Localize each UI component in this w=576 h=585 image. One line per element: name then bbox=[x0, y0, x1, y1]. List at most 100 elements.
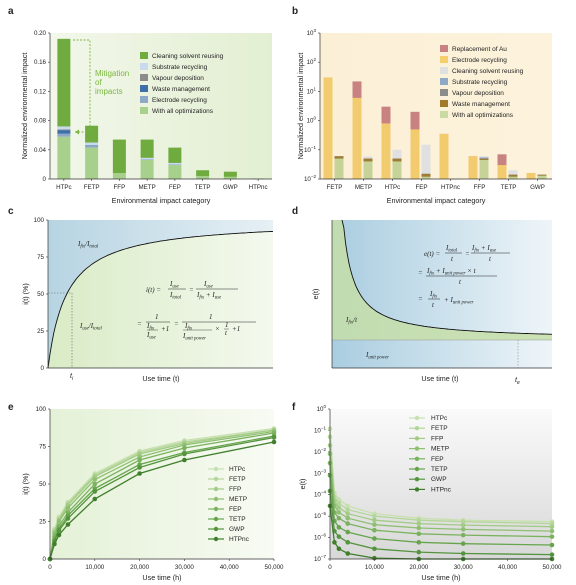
panel-c-marker: ti bbox=[70, 371, 74, 382]
series-point bbox=[416, 525, 422, 531]
bar-segment bbox=[57, 136, 71, 179]
panel-f-ytick-label: 10−1 bbox=[314, 425, 327, 434]
series-point bbox=[345, 503, 351, 509]
series-point bbox=[182, 451, 187, 457]
bar-segment bbox=[85, 145, 99, 147]
panel-f-xtick-label: 50,000 bbox=[543, 564, 562, 571]
legend-swatch bbox=[440, 45, 448, 52]
legend-marker bbox=[414, 436, 420, 441]
bar-segment bbox=[85, 146, 99, 148]
panel-b-ytick-label: 100 bbox=[307, 116, 317, 125]
series-point bbox=[92, 477, 98, 482]
panel-label-b: b bbox=[292, 6, 298, 17]
legend-label: Substrate recycling bbox=[152, 64, 208, 71]
panel-e-xtick-label: 30,000 bbox=[175, 564, 194, 571]
bar-segment bbox=[508, 176, 518, 179]
panel-f-ylabel: e(t) bbox=[298, 479, 307, 490]
panel-e-xtick-label: 20,000 bbox=[130, 564, 149, 571]
panel-d-marker: te bbox=[515, 375, 520, 386]
svg-text:1: 1 bbox=[209, 313, 213, 321]
bar-segment bbox=[168, 162, 182, 165]
panel-f-legend: HTPc FETP FFP METP FEP TETP GWP HTPnc bbox=[409, 415, 452, 493]
svg-text:Ifix: Ifix bbox=[184, 322, 193, 332]
panel-b-xtick-label: GWP bbox=[530, 184, 545, 191]
bar-segment bbox=[421, 144, 431, 179]
bar-segment bbox=[168, 165, 182, 179]
panel-e-ytick-label: 0 bbox=[43, 556, 47, 563]
panel-a-ylabel: Normalized environmental impact bbox=[20, 53, 29, 160]
legend-marker bbox=[414, 466, 420, 472]
bar-segment bbox=[526, 173, 536, 179]
panel-c-ytick-label: 100 bbox=[34, 217, 45, 224]
legend-marker bbox=[414, 446, 420, 451]
legend-label: FFP bbox=[431, 435, 443, 442]
legend-marker bbox=[213, 476, 219, 482]
bar-segment bbox=[410, 129, 420, 179]
bar-segment bbox=[57, 133, 71, 137]
legend-swatch bbox=[440, 56, 448, 63]
panel-e-legend: HTPc FETP FFP METP FEP TETP GWP HTPnc bbox=[208, 466, 250, 543]
series-point bbox=[549, 521, 555, 526]
bar-segment bbox=[223, 176, 237, 179]
bar-segment bbox=[85, 147, 99, 179]
svg-text:i(t) =: i(t) = bbox=[146, 286, 161, 294]
series-point bbox=[345, 529, 351, 535]
bar-segment bbox=[57, 130, 71, 134]
panel-b-xlabel: Environmental impact category bbox=[387, 196, 486, 205]
legend-label: With all optimizations bbox=[152, 108, 214, 115]
series-point bbox=[92, 481, 98, 487]
legend-label: FEP bbox=[229, 506, 242, 513]
panel-f-ytick-label: 10−4 bbox=[314, 490, 327, 499]
panel-d-concept-chart: te e(t) Use time (t) Ifix/t Iunit power … bbox=[311, 219, 553, 386]
panel-b-ytick-label: 10−1 bbox=[304, 145, 317, 154]
panel-b-xtick-label: HTPnc bbox=[441, 184, 460, 191]
svg-text:=: = bbox=[465, 250, 470, 258]
legend-marker bbox=[414, 477, 420, 482]
legend-label: Electrode recycling bbox=[152, 97, 207, 104]
panel-label-f: f bbox=[292, 402, 296, 413]
svg-text:=: = bbox=[189, 286, 194, 294]
panel-e-xtick-label: 0 bbox=[48, 564, 52, 571]
legend-marker bbox=[213, 466, 219, 472]
series-point bbox=[65, 522, 71, 527]
bar-segment bbox=[168, 164, 182, 166]
panel-a-xtick-label: FFP bbox=[114, 184, 126, 191]
svg-text:1: 1 bbox=[155, 313, 159, 321]
panel-a-xtick-label: TETP bbox=[195, 184, 211, 191]
legend-label: Vapour deposition bbox=[452, 90, 504, 97]
series-point bbox=[137, 465, 142, 470]
bar-segment bbox=[439, 133, 449, 179]
mitigation-arrow-icon bbox=[75, 129, 79, 135]
panel-f-line-chart: 100 10−1 10−2 10−3 10−4 10−5 10−6 10−70 10,000 20… bbox=[298, 404, 562, 582]
series-point bbox=[345, 521, 351, 526]
bar-segment bbox=[112, 173, 126, 179]
legend-label: HTPnc bbox=[431, 486, 452, 493]
panel-d-xlabel: Use time (t) bbox=[421, 374, 458, 383]
panel-e-ytick-label: 25 bbox=[39, 519, 46, 526]
series-point bbox=[549, 528, 555, 534]
series-point bbox=[372, 513, 377, 519]
series-point bbox=[137, 457, 142, 463]
panel-c-ytick-label: 50 bbox=[37, 291, 44, 298]
panel-a-xtick-label: METP bbox=[139, 184, 156, 191]
series-point bbox=[416, 521, 422, 526]
svg-text:Iunit power: Iunit power bbox=[182, 332, 206, 342]
panel-e-xtick-label: 10,000 bbox=[85, 564, 104, 571]
panel-d-equation: e(t) = Itotal t = Ifix + Iuse t = Ifix +… bbox=[418, 244, 510, 309]
legend-label: Waste management bbox=[152, 86, 210, 93]
series-point bbox=[372, 555, 377, 561]
series-point bbox=[345, 507, 351, 512]
svg-text:=: = bbox=[174, 320, 179, 328]
legend-marker bbox=[213, 516, 219, 522]
bar-segment bbox=[57, 129, 71, 131]
panel-e-line-chart: 0 25 50 75 100 0 10,000 20,000 30,000 40,000 50,00… bbox=[21, 406, 284, 582]
legend-marker bbox=[414, 426, 420, 431]
legend-marker bbox=[213, 486, 219, 492]
series-point bbox=[336, 500, 342, 506]
panel-f-xtick-label: 10,000 bbox=[365, 564, 384, 571]
svg-text:Iuse: Iuse bbox=[203, 280, 214, 290]
legend-marker bbox=[213, 526, 219, 532]
series-point bbox=[345, 540, 351, 545]
panel-a-ytick-label: 0.20 bbox=[34, 30, 47, 37]
svg-text:t: t bbox=[451, 255, 454, 263]
